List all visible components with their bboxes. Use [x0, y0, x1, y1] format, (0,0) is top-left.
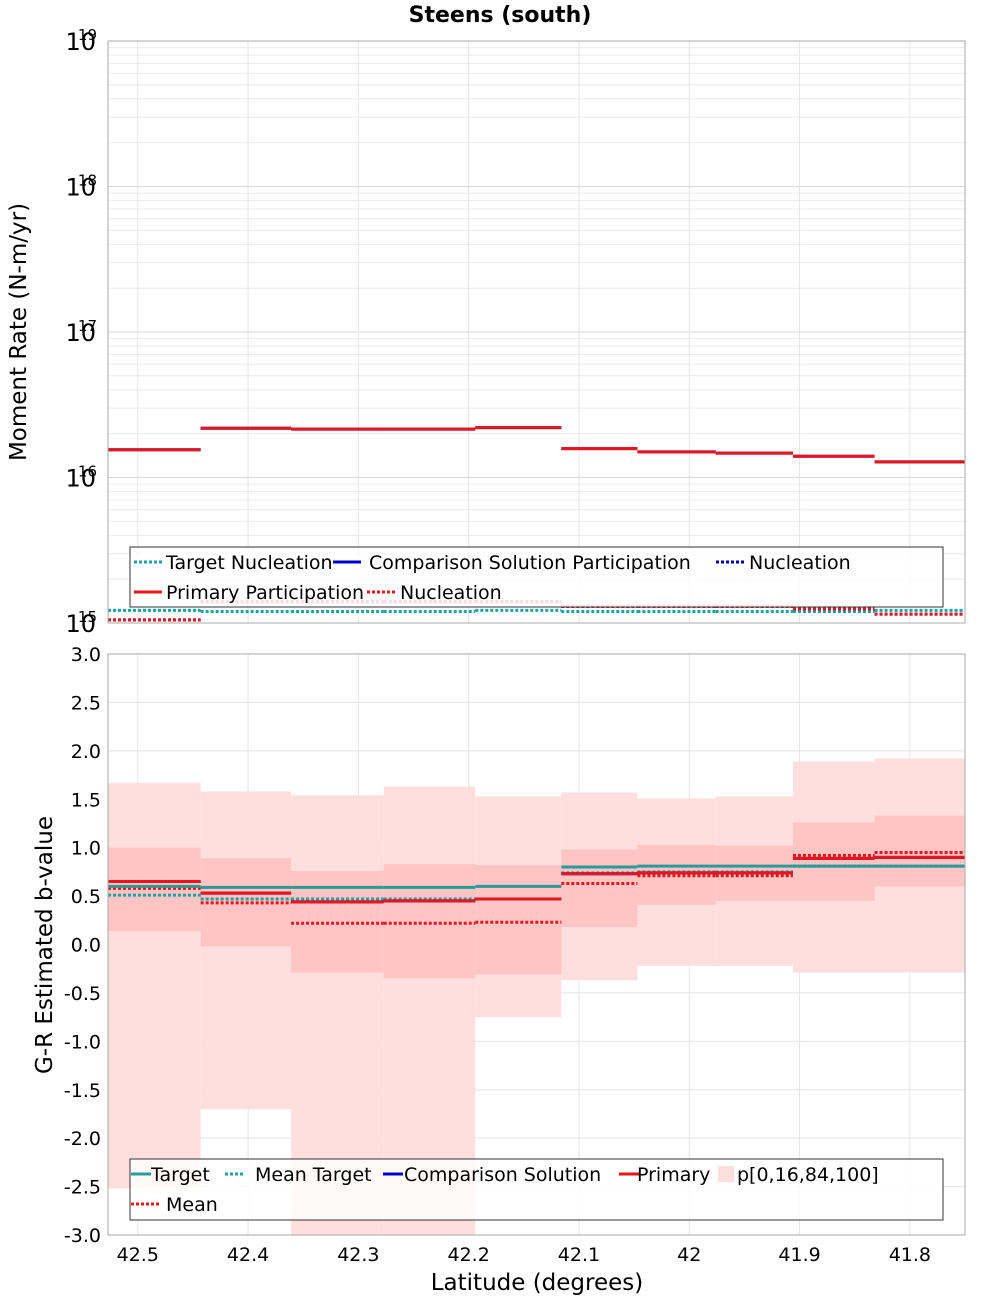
chart-title: Steens (south)	[409, 3, 592, 28]
top-legend-entry: Primary Participation	[166, 582, 364, 604]
bottom-y-tick-label: 1.0	[71, 838, 101, 860]
bottom-y-tick-label: 2.5	[71, 692, 101, 714]
top-y-tick-label: 10	[65, 174, 96, 202]
bottom-y-tick-label: 0.5	[71, 886, 101, 908]
bottom-legend-entry: Comparison Solution	[404, 1164, 601, 1186]
band-inner	[383, 864, 476, 979]
bottom-y-tick-label: 3.0	[71, 644, 101, 666]
x-tick-label: 41.9	[778, 1244, 820, 1266]
x-axis-label: Latitude (degrees)	[431, 1270, 644, 1296]
band-outer	[200, 791, 292, 1110]
bottom-y-tick-label: -0.5	[64, 983, 101, 1005]
x-tick-label: 42.3	[337, 1244, 379, 1266]
top-plot-frame	[107, 40, 966, 624]
top-y-tick-exponent: 17	[78, 317, 97, 335]
bottom-series-3	[108, 855, 965, 904]
top-legend-box	[129, 546, 944, 608]
band-inner	[475, 865, 562, 975]
top-y-tick-label: 10	[65, 28, 96, 56]
top-y-tick-exponent: 18	[78, 172, 97, 190]
bottom-y-tick-label: 2.0	[71, 741, 101, 763]
band-inner	[792, 822, 875, 901]
band-inner	[561, 849, 638, 928]
top-series-3	[108, 426, 965, 464]
top-y-axis-label: Moment Rate (N-m/yr)	[6, 203, 32, 461]
bottom-legend-entry: p[0,16,84,100]	[737, 1164, 879, 1186]
top-legend-entry: Nucleation	[400, 582, 502, 604]
top-legend: Target Nucleation Comparison Solution Par…	[129, 546, 944, 608]
top-legend-entry: Target Nucleation	[165, 552, 333, 574]
bottom-legend-entry: Mean Target	[255, 1164, 372, 1186]
bottom-plot-frame	[107, 653, 966, 1236]
x-tick-label: 42.2	[448, 1244, 490, 1266]
bottom-plot-area: 3.0 2.5 2.0 1.5 1.0 0.5 0.0 -0.5 -1.0 -1.5 -2.0 -2.…	[64, 644, 966, 1266]
bottom-y-tick-label: -2.5	[64, 1177, 101, 1199]
bottom-y-tick-label: 1.5	[71, 789, 101, 811]
top-legend-entry: Comparison Solution Participation	[369, 552, 691, 574]
x-tick-label: 42.1	[558, 1244, 600, 1266]
top-y-tick-label: 10	[65, 319, 96, 347]
top-y-tick-exponent: 15	[78, 608, 97, 626]
bottom-y-tick-label: 0.0	[71, 935, 101, 957]
top-y-tick-label: 10	[65, 465, 96, 493]
band-outer	[108, 782, 201, 1189]
bottom-series-4	[108, 851, 965, 925]
bottom-legend-box	[129, 1158, 944, 1221]
bottom-y-tick-label: -2.0	[64, 1128, 101, 1150]
top-y-tick-exponent: 19	[78, 26, 97, 44]
top-series-0	[108, 608, 965, 613]
bottom-legend-entry: Mean	[166, 1194, 218, 1216]
bottom-legend-entry: Target	[150, 1164, 210, 1186]
bottom-legend-swatch	[718, 1166, 734, 1182]
bottom-legend: Target Mean Target Comparison Solution Prim…	[129, 1158, 944, 1221]
top-legend-entry: Nucleation	[749, 552, 851, 574]
bottom-series-0	[108, 864, 965, 889]
x-tick-label: 41.8	[889, 1244, 931, 1266]
bottom-y-axis-label: G-R Estimated b-value	[32, 816, 58, 1074]
bottom-y-tick-label: -3.0	[64, 1225, 101, 1247]
bottom-y-tick-label: -1.0	[64, 1031, 101, 1053]
top-y-tick-label: 10	[65, 610, 96, 638]
bottom-legend-entry: Primary	[637, 1164, 710, 1186]
bottom-y-tick-label: -1.5	[64, 1080, 101, 1102]
top-y-tick-exponent: 16	[78, 463, 97, 481]
x-tick-label: 42	[677, 1244, 701, 1266]
x-tick-label: 42.5	[117, 1244, 159, 1266]
x-tick-label: 42.4	[227, 1244, 269, 1266]
